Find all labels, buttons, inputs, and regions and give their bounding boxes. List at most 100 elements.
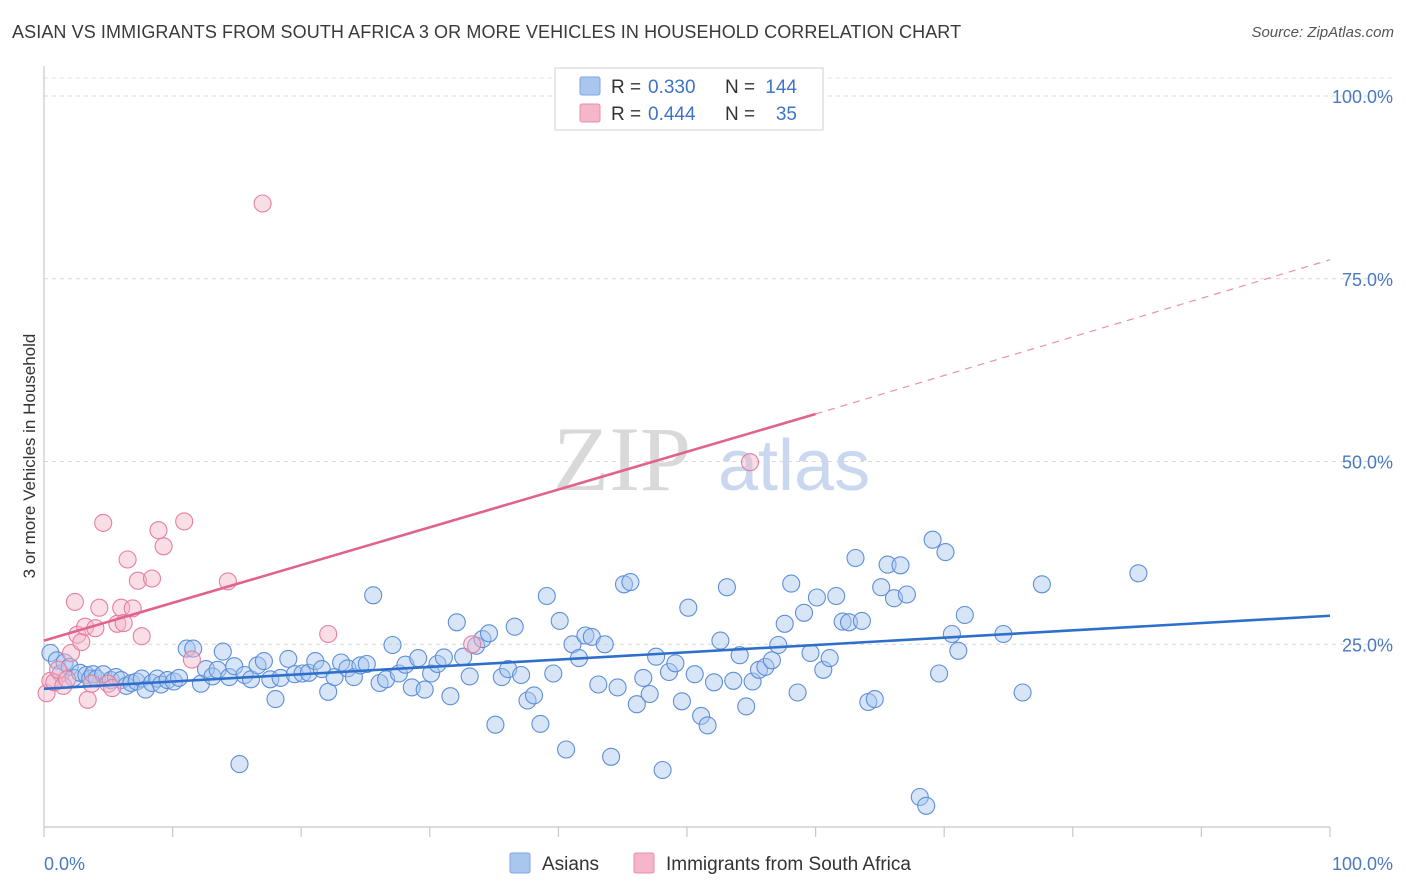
legend-top: R = 0.330 N = 144 R = 0.444 N = 35 bbox=[554, 67, 824, 131]
legend-n-label-1: N = bbox=[725, 77, 755, 98]
asians-point-119 bbox=[769, 635, 788, 655]
asians-point-132 bbox=[852, 611, 871, 630]
legend-bottom: Asians Immigrants from South Africa bbox=[509, 852, 911, 875]
legend-swatch-sa bbox=[579, 103, 601, 123]
asians-point-124 bbox=[801, 643, 820, 663]
asians-point-78 bbox=[505, 617, 524, 636]
asians-point-67 bbox=[434, 648, 453, 667]
asians-point-129 bbox=[833, 612, 852, 631]
asians-point-117 bbox=[756, 657, 775, 676]
asians-point-64 bbox=[415, 680, 434, 699]
south-africa-point-15 bbox=[94, 513, 113, 532]
asians-point-83 bbox=[537, 586, 556, 606]
south-africa-point-33 bbox=[463, 635, 482, 654]
asians-point-130 bbox=[839, 613, 859, 632]
asians-point-127 bbox=[820, 649, 839, 668]
asians-point-138 bbox=[891, 556, 910, 575]
asians-point-65 bbox=[422, 664, 441, 683]
legend-n-value-2: 35 bbox=[776, 104, 797, 125]
asians-point-85 bbox=[550, 611, 569, 630]
asians-point-112 bbox=[724, 671, 743, 690]
asians-point-105 bbox=[679, 598, 698, 617]
asians-point-69 bbox=[447, 613, 466, 632]
asians-point-82 bbox=[531, 714, 550, 733]
y-tick-label-100: 100.0% bbox=[1332, 87, 1393, 107]
south-africa-point-12 bbox=[82, 674, 101, 693]
asians-point-74 bbox=[479, 624, 499, 643]
asians-point-93 bbox=[602, 747, 621, 766]
asians-point-75 bbox=[486, 715, 505, 734]
asians-point-92 bbox=[595, 635, 614, 654]
asians-point-100 bbox=[647, 647, 666, 666]
asians-point-104 bbox=[672, 692, 691, 711]
south-africa-point-3 bbox=[49, 660, 68, 679]
y-tick-label-25: 25.0% bbox=[1342, 635, 1393, 655]
trend-line-south-africa-extension bbox=[815, 259, 1331, 415]
asians-point-97 bbox=[627, 695, 646, 714]
asians-point-113 bbox=[730, 646, 749, 665]
asians-point-150 bbox=[1032, 575, 1051, 594]
south-africa-point-7 bbox=[65, 592, 84, 611]
trend-line-south-africa bbox=[43, 412, 816, 642]
grid-lines bbox=[44, 77, 1393, 645]
asians-point-35 bbox=[230, 755, 249, 774]
south-africa-point-34 bbox=[740, 453, 760, 472]
series-asians bbox=[41, 530, 1148, 815]
asians-point-106 bbox=[685, 665, 704, 684]
asians-point-120 bbox=[775, 614, 794, 633]
asians-point-68 bbox=[441, 687, 460, 706]
asians-point-146 bbox=[949, 641, 968, 660]
south-africa-point-11 bbox=[78, 690, 97, 709]
south-africa-point-5 bbox=[58, 670, 77, 689]
south-africa-point-9 bbox=[72, 633, 91, 652]
asians-point-99 bbox=[640, 684, 659, 704]
asians-point-108 bbox=[698, 716, 717, 735]
south-africa-point-24 bbox=[132, 627, 151, 646]
asians-point-84 bbox=[544, 664, 563, 683]
asians-point-103 bbox=[666, 654, 685, 673]
south-africa-point-27 bbox=[154, 537, 173, 556]
y-tick-label-50: 50.0% bbox=[1342, 453, 1393, 473]
south-africa-point-29 bbox=[182, 650, 201, 669]
watermark-zip: ZIP bbox=[553, 408, 691, 510]
asians-point-131 bbox=[846, 548, 865, 568]
south-africa-point-31 bbox=[253, 194, 272, 213]
asians-point-126 bbox=[814, 660, 833, 679]
asians-point-118 bbox=[762, 651, 781, 670]
y-tick-labels: 25.0% 50.0% 75.0% 100.0% bbox=[1332, 87, 1393, 655]
asians-point-39 bbox=[254, 652, 273, 671]
south-africa-point-21 bbox=[118, 550, 137, 569]
trend-line-asians bbox=[43, 614, 1331, 691]
asians-point-26 bbox=[177, 639, 196, 658]
asians-point-43 bbox=[279, 649, 298, 668]
chart-title: ASIAN VS IMMIGRANTS FROM SOUTH AFRICA 3 … bbox=[12, 22, 962, 42]
legend-n-label-2: N = bbox=[725, 104, 755, 125]
y-axis-label: 3 or more Vehicles in Household bbox=[20, 334, 39, 579]
asians-point-81 bbox=[524, 686, 544, 705]
asians-point-109 bbox=[704, 673, 724, 692]
asians-point-55 bbox=[357, 654, 376, 674]
legend-bottom-swatch-sa bbox=[633, 852, 655, 874]
asians-point-125 bbox=[807, 588, 826, 607]
asians-point-32 bbox=[213, 642, 232, 661]
legend-bottom-label-asians: Asians bbox=[542, 854, 599, 875]
asians-point-107 bbox=[692, 706, 711, 725]
south-africa-point-28 bbox=[175, 512, 194, 531]
x-axis-ticks bbox=[43, 827, 1331, 837]
asians-point-96 bbox=[621, 573, 640, 592]
asians-point-136 bbox=[878, 555, 897, 574]
asians-point-56 bbox=[364, 586, 383, 605]
legend-r-value-2: 0.444 bbox=[648, 104, 696, 125]
x-tick-label-max: 100.0% bbox=[1332, 854, 1393, 874]
asians-point-144 bbox=[936, 543, 955, 562]
south-africa-point-17 bbox=[103, 679, 122, 698]
legend-bottom-label-sa: Immigrants from South Africa bbox=[666, 854, 911, 875]
asians-point-98 bbox=[634, 668, 653, 687]
asians-point-111 bbox=[717, 578, 736, 597]
asians-point-123 bbox=[794, 603, 814, 622]
asians-point-151 bbox=[1129, 564, 1148, 583]
legend-r-label-1: R = bbox=[611, 77, 641, 98]
asians-point-91 bbox=[589, 675, 608, 694]
asians-point-121 bbox=[782, 574, 801, 593]
